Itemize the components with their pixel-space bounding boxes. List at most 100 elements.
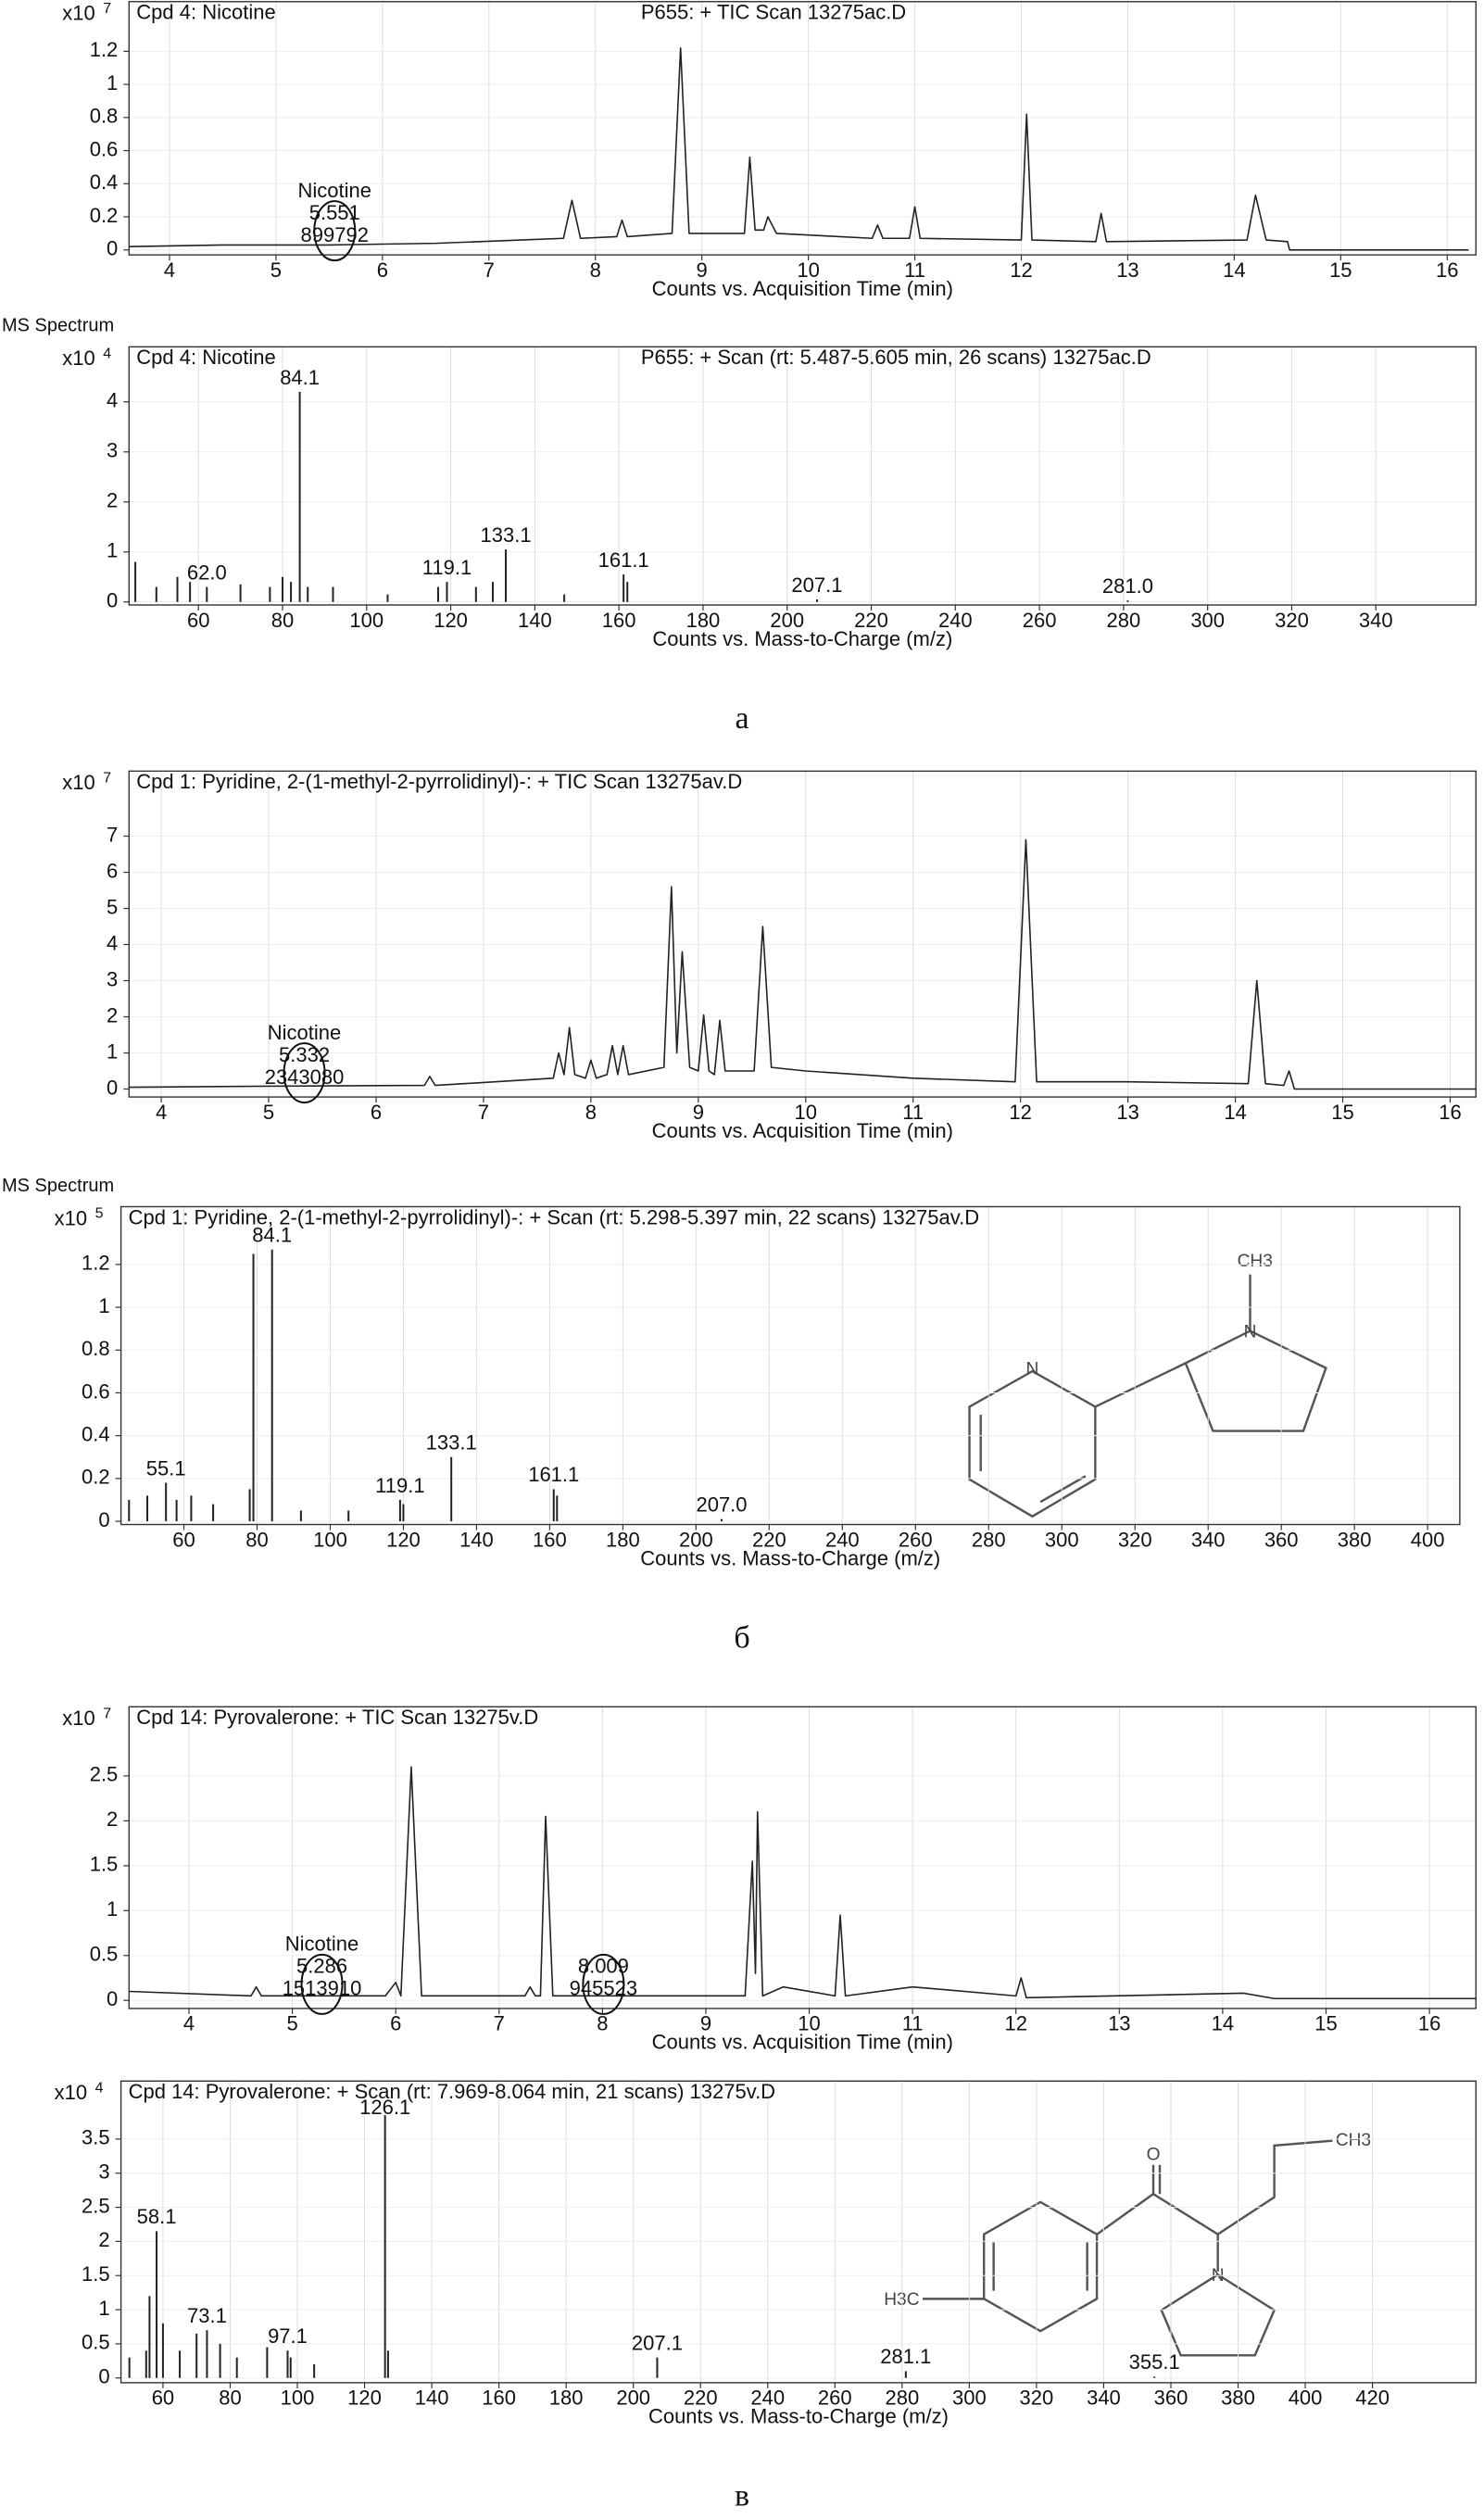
x-tick-label: 6 bbox=[371, 1101, 382, 1124]
x-axis-label: Counts vs. Acquisition Time (min) bbox=[652, 277, 953, 300]
x-tick-label: 11 bbox=[902, 1101, 924, 1124]
peak-label: 84.1 bbox=[280, 366, 320, 389]
y-tick-label: 2.5 bbox=[90, 1763, 119, 1786]
peak-label: 119.1 bbox=[375, 1474, 424, 1497]
x-tick-label: 5 bbox=[286, 2012, 297, 2035]
peak-annotation: 5.332 bbox=[279, 1043, 330, 1066]
x-tick-label: 400 bbox=[1411, 1528, 1445, 1551]
y-tick-label: 0 bbox=[98, 1508, 109, 1531]
x-tick-label: 180 bbox=[549, 2387, 584, 2410]
plot-frame bbox=[128, 1706, 1477, 2009]
x-tick-label: 5 bbox=[263, 1101, 274, 1124]
peak-annotation: 2343080 bbox=[265, 1065, 345, 1089]
x-tick-label: 80 bbox=[245, 1528, 268, 1551]
y-tick-label: 1 bbox=[107, 1039, 118, 1063]
x-tick-label: 60 bbox=[172, 1528, 195, 1551]
atom-label: O bbox=[1147, 2145, 1161, 2164]
x-tick-label: 7 bbox=[494, 2012, 505, 2035]
x-axis-label: Counts vs. Acquisition Time (min) bbox=[652, 2031, 953, 2054]
x-tick-label: 140 bbox=[459, 1528, 494, 1551]
panel-label: б bbox=[734, 1620, 749, 1655]
x-tick-label: 320 bbox=[1020, 2387, 1054, 2410]
x-tick-label: 7 bbox=[478, 1101, 489, 1124]
x-tick-label: 4 bbox=[183, 2012, 195, 2035]
y-multiplier: x10 bbox=[55, 1206, 87, 1229]
x-tick-label: 9 bbox=[700, 2012, 711, 2035]
y-tick-label: 0 bbox=[107, 237, 118, 260]
x-tick-label: 80 bbox=[219, 2387, 241, 2410]
x-tick-label: 280 bbox=[972, 1528, 1006, 1551]
y-exponent: 7 bbox=[103, 1707, 111, 1722]
x-tick-label: 8 bbox=[597, 2012, 608, 2035]
x-axis-label: Counts vs. Mass-to-Charge (m/z) bbox=[640, 1546, 940, 1569]
y-tick-label: 0 bbox=[107, 589, 118, 612]
y-tick-label: 0.6 bbox=[90, 137, 119, 160]
pyrovalerone-structure: O CH3 H3C N bbox=[884, 2131, 1371, 2357]
y-tick-label: 1.2 bbox=[90, 38, 119, 61]
y-exponent: 5 bbox=[95, 1206, 104, 1222]
y-exponent: 4 bbox=[103, 346, 111, 362]
y-tick-label: 2 bbox=[98, 2228, 109, 2251]
chart-title: Cpd 1: Pyridine, 2-(1-methyl-2-pyrrolidi… bbox=[136, 770, 742, 793]
peak-label: 207.0 bbox=[696, 1493, 747, 1517]
x-axis-label: Counts vs. Mass-to-Charge (m/z) bbox=[648, 2405, 949, 2428]
x-tick-label: 13 bbox=[1116, 258, 1138, 282]
chart-subtitle: P655: + TIC Scan 13275ac.D bbox=[641, 1, 906, 24]
x-tick-label: 120 bbox=[347, 2387, 382, 2410]
x-tick-label: 100 bbox=[313, 1528, 347, 1551]
peak-annotation: Nicotine bbox=[268, 1021, 341, 1044]
x-tick-label: 80 bbox=[271, 609, 294, 632]
x-tick-label: 14 bbox=[1212, 2012, 1234, 2035]
x-tick-label: 320 bbox=[1118, 1528, 1152, 1551]
y-tick-label: 4 bbox=[107, 389, 118, 412]
x-tick-label: 220 bbox=[684, 2387, 718, 2410]
peak-label: 161.1 bbox=[528, 1463, 579, 1486]
plot-frame bbox=[128, 346, 1477, 606]
chart-title: Cpd 4: Nicotine bbox=[136, 1, 275, 24]
peak-label: 97.1 bbox=[268, 2324, 308, 2348]
x-tick-label: 15 bbox=[1314, 2012, 1337, 2035]
x-tick-label: 14 bbox=[1224, 1101, 1246, 1124]
peak-label: 84.1 bbox=[252, 1224, 292, 1247]
x-tick-label: 9 bbox=[693, 1101, 704, 1124]
chromatogram-line bbox=[129, 1766, 1477, 2000]
peak-label: 62.0 bbox=[187, 560, 227, 584]
x-tick-label: 12 bbox=[1010, 258, 1032, 282]
x-tick-label: 14 bbox=[1223, 258, 1245, 282]
y-tick-label: 3 bbox=[107, 439, 118, 462]
y-tick-label: 0.5 bbox=[90, 1943, 119, 1966]
x-tick-label: 280 bbox=[885, 2387, 919, 2410]
x-tick-label: 6 bbox=[377, 258, 388, 282]
x-tick-label: 12 bbox=[1004, 2012, 1026, 2035]
chain bbox=[1152, 2139, 1333, 2236]
x-tick-label: 13 bbox=[1108, 2012, 1130, 2035]
x-tick-label: 5 bbox=[270, 258, 282, 282]
y-multiplier: x10 bbox=[62, 346, 94, 370]
atom-label: CH3 bbox=[1336, 2131, 1371, 2150]
y-exponent: 7 bbox=[103, 1, 111, 17]
x-tick-label: 8 bbox=[590, 258, 601, 282]
y-tick-label: 1.5 bbox=[82, 2262, 110, 2286]
y-tick-label: 1 bbox=[107, 71, 118, 94]
x-tick-label: 8 bbox=[585, 1101, 597, 1124]
y-tick-label: 1 bbox=[98, 1294, 109, 1317]
x-tick-label: 260 bbox=[899, 1528, 933, 1551]
peak-label: 281.1 bbox=[880, 2345, 931, 2368]
panel-label: в bbox=[735, 2479, 749, 2513]
x-axis-label: Counts vs. Acquisition Time (min) bbox=[652, 1119, 953, 1142]
peak-label: 58.1 bbox=[137, 2205, 177, 2228]
x-tick-label: 180 bbox=[606, 1528, 640, 1551]
x-tick-label: 9 bbox=[697, 258, 708, 282]
x-tick-label: 280 bbox=[1107, 609, 1141, 632]
x-tick-label: 11 bbox=[904, 258, 925, 282]
plot-frame bbox=[128, 770, 1477, 1098]
y-tick-label: 3.5 bbox=[82, 2126, 110, 2149]
x-tick-label: 4 bbox=[156, 1101, 167, 1124]
x-tick-label: 340 bbox=[1359, 609, 1393, 632]
atom-label: N bbox=[1026, 1359, 1039, 1379]
pyrrolidine-ring bbox=[1160, 2273, 1276, 2357]
x-tick-label: 10 bbox=[797, 258, 819, 282]
y-exponent: 4 bbox=[95, 2081, 104, 2097]
y-tick-label: 1.2 bbox=[82, 1252, 110, 1275]
plot-frame bbox=[128, 1, 1477, 256]
